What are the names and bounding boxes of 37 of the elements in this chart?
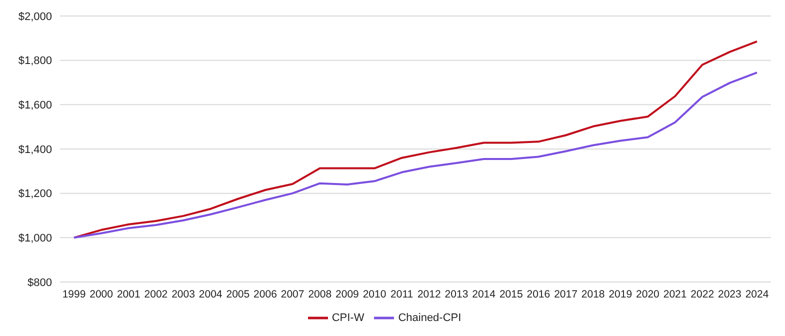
x-tick-label: 2014: [472, 288, 496, 300]
x-tick-label: 2010: [362, 288, 386, 300]
x-tick-label: 2024: [745, 288, 769, 300]
x-tick-label: 2015: [499, 288, 523, 300]
x-tick-label: 2019: [608, 288, 632, 300]
x-tick-label: 2016: [526, 288, 550, 300]
x-tick-label: 2000: [90, 288, 114, 300]
x-tick-label: 2017: [554, 288, 578, 300]
y-tick-label: $800: [28, 276, 52, 289]
x-tick-label: 2021: [663, 288, 687, 300]
x-tick-label: 2009: [336, 288, 360, 300]
legend-label: Chained-CPI: [398, 312, 462, 324]
x-tick-label: 1999: [62, 288, 86, 300]
x-tick-label: 2020: [636, 288, 660, 300]
y-tick-label: $2,000: [18, 10, 52, 23]
line-series: [73, 40, 758, 239]
x-tick-label: 2018: [581, 288, 605, 300]
x-tick-label: 2002: [144, 288, 168, 300]
legend-label: CPI-W: [332, 312, 364, 324]
y-tick-label: $1,400: [18, 144, 52, 156]
line-series: [73, 72, 758, 239]
x-tick-label: 2023: [718, 288, 742, 300]
x-tick-label: 2006: [254, 288, 278, 300]
x-tick-label: 2005: [226, 288, 250, 300]
x-tick-label: 2013: [444, 288, 468, 300]
x-tick-label: 2012: [417, 288, 441, 300]
x-tick-label: 2022: [690, 288, 714, 300]
x-tick-label: 2003: [172, 288, 196, 300]
x-tick-label: 2001: [116, 288, 140, 300]
x-tick-label: 2007: [280, 288, 304, 300]
x-tick-label: 2011: [390, 288, 414, 300]
y-tick-label: $1,000: [18, 232, 52, 245]
x-tick-label: 2004: [198, 288, 222, 300]
x-tick-label: 2008: [308, 288, 332, 300]
y-tick-label: $1,800: [18, 55, 52, 68]
y-tick-label: $1,200: [18, 188, 52, 200]
y-tick-label: $1,600: [18, 100, 52, 112]
